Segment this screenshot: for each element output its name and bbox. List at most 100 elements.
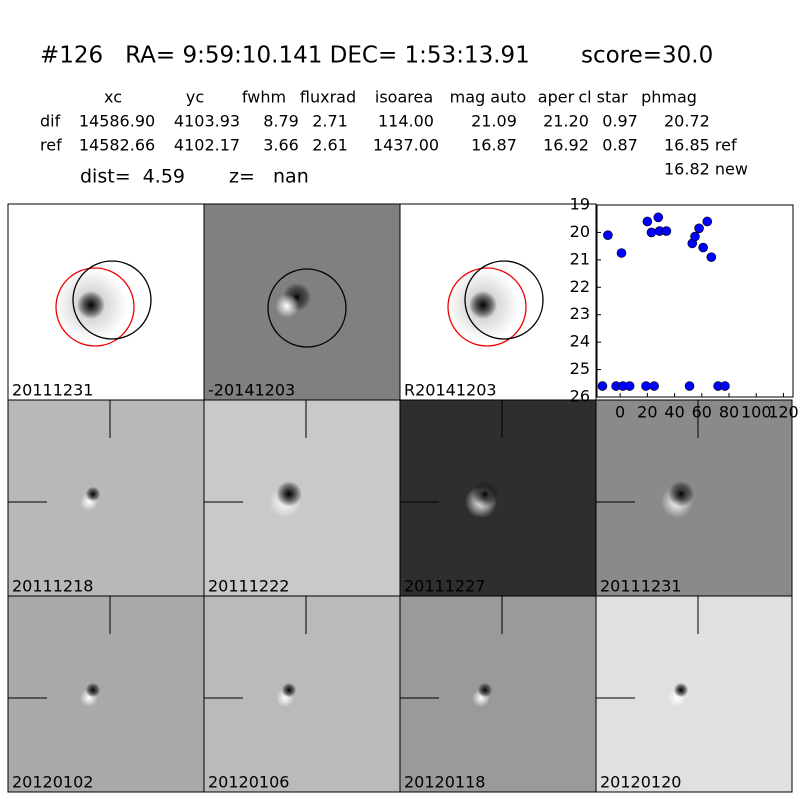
dist: dist= 4.59	[80, 166, 185, 188]
point	[642, 216, 653, 227]
point	[624, 381, 635, 391]
x-tick-label: 100	[741, 403, 772, 422]
panel-label: 20120118	[404, 773, 485, 792]
column-header: aper	[538, 88, 575, 107]
residual-dark	[472, 481, 498, 507]
table-cell: 1437.00	[373, 136, 439, 155]
image-panel	[595, 399, 793, 597]
table-cell: 3.66	[263, 136, 299, 155]
table-cell: 4102.17	[174, 136, 240, 155]
table-cell: 20.72	[664, 112, 710, 131]
x-tick-label: 40	[664, 403, 684, 422]
table-cell: dif	[40, 112, 61, 131]
x-tick-label: 80	[719, 403, 739, 422]
x-tick-label: 60	[692, 403, 712, 422]
y-tick-label: 25	[570, 359, 590, 378]
y-tick-label: 20	[570, 222, 590, 241]
point	[720, 381, 730, 391]
point	[698, 242, 708, 253]
point	[603, 230, 613, 240]
column-header: xc	[104, 88, 122, 107]
point	[661, 226, 672, 236]
table-extra: 16.82 new	[664, 160, 748, 179]
table-cell: 21.09	[471, 112, 517, 131]
point	[616, 248, 627, 258]
aperture	[464, 260, 544, 340]
point	[597, 381, 608, 391]
residual-dark	[673, 682, 689, 698]
column-header: fwhm	[242, 88, 286, 107]
y-tick-label: 19	[570, 195, 590, 214]
panel-label: 20120106	[208, 773, 289, 792]
table-cell: 114.00	[378, 112, 434, 131]
point	[646, 227, 657, 238]
panel-label: -20141203	[208, 381, 295, 400]
table-cell: 16.87	[471, 136, 517, 155]
title: #126 RA= 9:59:10.141 DEC= 1:53:13.91 sco…	[40, 43, 713, 69]
column-header: phmag	[641, 88, 697, 107]
table-cell: 14586.90	[79, 112, 155, 131]
column-header: mag auto	[450, 88, 527, 107]
point	[649, 381, 659, 391]
table-cell: 0.97	[602, 112, 638, 131]
y-tick-label: 21	[570, 249, 590, 268]
panel-label: 20111231	[12, 381, 93, 400]
point	[641, 381, 651, 391]
residual-dark	[85, 486, 101, 502]
point	[653, 212, 664, 223]
x-tick-label: 20	[637, 403, 657, 422]
panel-label: 20120102	[12, 773, 93, 792]
table-cell: 2.71	[312, 112, 348, 131]
table-cell: 14582.66	[79, 136, 155, 155]
y-tick-label: 23	[570, 304, 590, 323]
panel-label: 20111222	[208, 577, 289, 596]
column-header: cl star	[578, 88, 628, 107]
y-tick-label: 26	[570, 387, 590, 406]
image-panel	[203, 595, 401, 793]
panel-label: 20111218	[12, 577, 93, 596]
residual-light	[275, 294, 299, 318]
panel-label: 20120120	[600, 773, 681, 792]
panel-label: 20111227	[404, 577, 485, 596]
residual-dark	[85, 682, 101, 698]
point	[694, 223, 704, 234]
image-panel	[595, 595, 793, 793]
point	[690, 231, 700, 242]
table-cell: 8.79	[263, 112, 299, 131]
table-cell: 2.61	[312, 136, 348, 155]
table-cell: 0.87	[602, 136, 638, 155]
source	[469, 291, 497, 319]
table-cell: 16.85 ref	[664, 136, 737, 155]
image-panel	[399, 399, 597, 597]
residual-dark	[668, 481, 694, 507]
source	[77, 291, 105, 319]
y-tick-label: 22	[570, 277, 590, 296]
residual-dark	[281, 682, 297, 698]
redshift: z= nan	[229, 166, 309, 188]
point	[702, 216, 713, 227]
residual-dark	[276, 481, 302, 507]
aperture-ref	[447, 267, 527, 347]
x-tick-label: 0	[615, 403, 625, 422]
aperture	[267, 268, 347, 348]
column-header: yc	[186, 88, 204, 107]
image-panel	[399, 595, 597, 793]
x-tick-label: 120	[768, 403, 799, 422]
point	[684, 381, 695, 391]
aperture-ref	[55, 267, 135, 347]
image-panel	[7, 595, 205, 793]
column-header: isoarea	[375, 88, 433, 107]
image-panel	[203, 399, 401, 597]
column-header: fluxrad	[300, 88, 356, 107]
y-tick-label: 24	[570, 332, 590, 351]
panel-label: 20111231	[600, 577, 681, 596]
residual-dark	[477, 682, 493, 698]
point	[706, 252, 717, 262]
table-cell: ref	[40, 136, 62, 155]
aperture	[72, 260, 152, 340]
table-cell: 21.20	[543, 112, 589, 131]
table-cell: 4103.93	[174, 112, 240, 131]
table-cell: 16.92	[543, 136, 589, 155]
